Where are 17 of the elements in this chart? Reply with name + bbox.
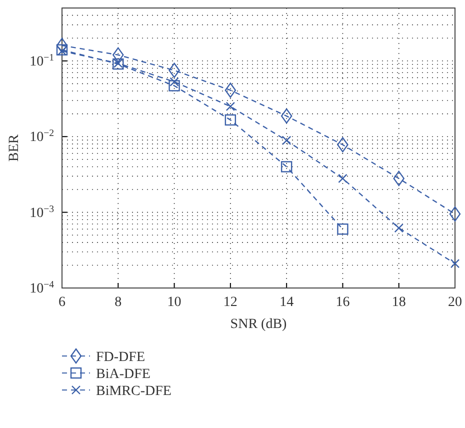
x-tick-label: 12: [223, 294, 238, 310]
y-tick-label: 10$^{−4}$: [30, 278, 54, 296]
x-tick-label: 20: [448, 294, 462, 310]
x-tick-label: 8: [114, 294, 122, 310]
x-tick-label: 10: [167, 294, 182, 310]
y-tick-label: 10$^{−1}$: [30, 52, 54, 70]
legend-label: BiMRC-DFE: [96, 384, 172, 399]
y-axis-title: BER: [7, 134, 22, 162]
y-tick-label: 10$^{−3}$: [30, 203, 54, 221]
y-tick-label: 10$^{−2}$: [30, 128, 54, 146]
x-tick-label: 6: [58, 294, 66, 310]
x-tick-label: 16: [336, 294, 350, 310]
x-axis-title: SNR (dB): [230, 317, 288, 332]
legend-label: FD-DFE: [96, 350, 146, 365]
x-tick-label: 14: [280, 294, 294, 310]
legend-label: BiA-DFE: [96, 367, 150, 382]
x-tick-label: 18: [392, 294, 406, 310]
